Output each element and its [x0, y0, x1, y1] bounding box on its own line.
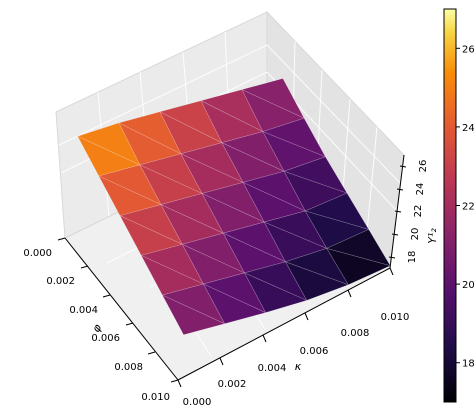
- surface-face: [160, 193, 224, 234]
- colorbar-tick-label: 24: [462, 123, 474, 134]
- y-axis-line: [177, 267, 391, 381]
- x-tick-mark: [57, 237, 66, 241]
- surface-face: [159, 100, 223, 144]
- z-tick-mark: [396, 188, 404, 191]
- y-tick-mark: [347, 289, 352, 298]
- x-tick-label: 0.006: [91, 333, 120, 344]
- z-tick-label: 22: [413, 205, 424, 218]
- surface-face: [200, 100, 264, 144]
- z-tick-label: 26: [418, 160, 429, 173]
- surface-face: [98, 175, 162, 217]
- grid-line: [266, 44, 401, 184]
- y-tick-mark: [262, 334, 267, 343]
- surface-face: [325, 229, 391, 267]
- surface-face: [201, 192, 266, 234]
- surface-face: [161, 294, 226, 336]
- x-tick-mark: [125, 322, 134, 326]
- x-ticks: 0.000 0.002 0.004 0.006 0.008 0.010: [23, 237, 179, 403]
- x-tick-mark: [170, 379, 179, 383]
- y-tick-label: 0.008: [341, 328, 370, 339]
- surface-face: [140, 254, 205, 296]
- y-tick-label: 0.006: [300, 346, 329, 357]
- x-tick-label: 0.004: [69, 305, 98, 316]
- z-tick-mark: [394, 210, 402, 213]
- z-axis-label: Y¹₂: [426, 228, 439, 244]
- x-axis-line: [64, 237, 179, 381]
- grid-line: [58, 44, 268, 146]
- x-tick-label: 0.000: [23, 248, 52, 259]
- z-tick-label: 20: [410, 228, 421, 241]
- y-tick-mark: [304, 312, 309, 321]
- y-tick-mark: [389, 267, 394, 276]
- x-tick-mark: [80, 265, 89, 269]
- colorbar-tick-label: 18: [462, 359, 474, 370]
- colorbar-ticks: 18 20 22 24 26: [456, 44, 474, 370]
- y-tick-label: 0.010: [381, 312, 410, 323]
- z-tick-label: 24: [415, 183, 426, 196]
- y-tick-label: 0.004: [258, 363, 287, 374]
- colorbar-tick-label: 26: [462, 44, 474, 55]
- x-tick-label: 0.002: [46, 276, 75, 287]
- z-tick-mark: [388, 256, 396, 259]
- surface: [76, 78, 392, 336]
- y-tick-mark: [177, 379, 182, 388]
- z-ticks: 18 20 22 24 26: [388, 160, 429, 264]
- grid-line: [365, 126, 378, 243]
- x-tick-label: 0.008: [114, 362, 143, 373]
- x-tick-mark: [147, 351, 156, 355]
- z-tick-mark: [391, 233, 399, 236]
- z-tick-mark: [399, 165, 407, 168]
- y-ticks: 0.000 0.002 0.004 0.006 0.008 0.010: [177, 267, 410, 408]
- y-tick-mark: [219, 357, 224, 366]
- x-tick-label: 0.010: [141, 392, 170, 403]
- surface-face: [241, 78, 305, 119]
- colorbar: [444, 9, 456, 402]
- surface-face: [326, 247, 392, 286]
- y-tick-label: 0.000: [183, 397, 212, 408]
- y-tick-label: 0.002: [218, 379, 247, 390]
- colorbar-tick-label: 22: [462, 202, 474, 213]
- z-tick-label: 18: [407, 251, 418, 264]
- surface-face: [202, 272, 267, 314]
- surface-face: [119, 204, 183, 245]
- colorbar-tick-label: 20: [462, 280, 474, 291]
- x-tick-mark: [102, 294, 111, 298]
- y-axis-label: κ: [295, 360, 302, 373]
